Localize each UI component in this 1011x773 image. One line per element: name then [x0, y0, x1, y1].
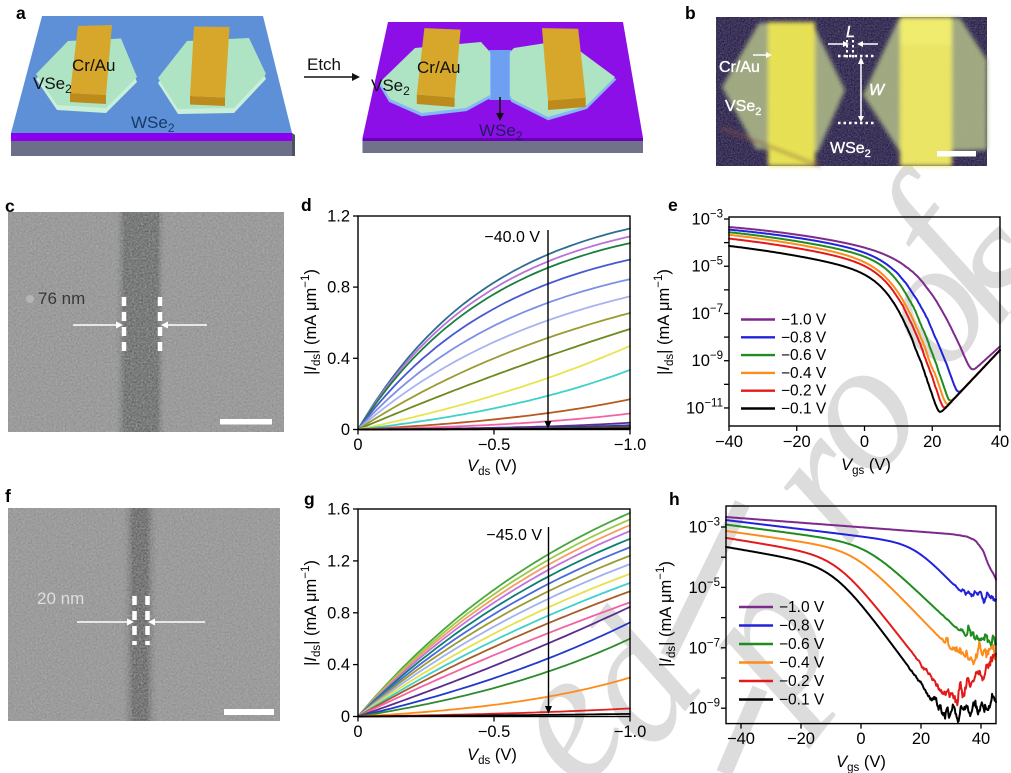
- svg-text:d: d: [301, 195, 312, 215]
- svg-text:−0.2 V: −0.2 V: [779, 673, 825, 690]
- svg-text:−40.0 V: −40.0 V: [484, 229, 540, 246]
- svg-text:0: 0: [341, 708, 350, 726]
- svg-text:−0.5: −0.5: [478, 436, 511, 454]
- svg-text:WSe2: WSe2: [830, 140, 871, 160]
- svg-text:−0.4 V: −0.4 V: [779, 655, 825, 672]
- svg-text:−45.0 V: −45.0 V: [486, 527, 542, 544]
- svg-text:0: 0: [856, 730, 865, 748]
- svg-text:−20: −20: [783, 433, 811, 451]
- svg-text:Cr/Au: Cr/Au: [417, 58, 460, 77]
- svg-text:Cr/Au: Cr/Au: [72, 56, 115, 75]
- svg-text:0.4: 0.4: [327, 656, 350, 674]
- svg-text:a: a: [16, 3, 26, 23]
- svg-text:−0.6 V: −0.6 V: [779, 636, 825, 653]
- svg-text:0: 0: [860, 433, 869, 451]
- svg-text:f: f: [5, 486, 11, 506]
- svg-text:VSe2: VSe2: [371, 76, 410, 98]
- svg-text:c: c: [5, 196, 15, 216]
- svg-text:−0.1 V: −0.1 V: [779, 692, 825, 709]
- svg-text:−0.8 V: −0.8 V: [781, 329, 827, 346]
- svg-text:40: 40: [991, 433, 1009, 451]
- svg-text:Vds (V): Vds (V): [467, 457, 517, 478]
- svg-text:Vgs (V): Vgs (V): [841, 456, 891, 477]
- svg-text:WSe2: WSe2: [131, 113, 175, 135]
- svg-text:L: L: [846, 24, 855, 41]
- svg-text:g: g: [304, 489, 315, 509]
- svg-text:−20: −20: [787, 730, 815, 748]
- svg-text:0.8: 0.8: [327, 279, 350, 297]
- svg-text:−1.0 V: −1.0 V: [779, 599, 825, 616]
- svg-text:|Ids| (mA μm−1): |Ids| (mA μm−1): [300, 269, 323, 375]
- svg-text:−1.0: −1.0: [614, 723, 647, 741]
- svg-text:0: 0: [353, 436, 362, 454]
- svg-text:|Ids| (mA μm−1): |Ids| (mA μm−1): [653, 269, 676, 375]
- svg-text:−40: −40: [715, 433, 743, 451]
- svg-text:−0.5: −0.5: [478, 723, 511, 741]
- svg-text:VSe2: VSe2: [33, 74, 72, 96]
- svg-text:−40: −40: [727, 730, 755, 748]
- svg-text:−0.1 V: −0.1 V: [781, 401, 827, 418]
- svg-text:76 nm: 76 nm: [38, 289, 85, 308]
- svg-text:Vgs (V): Vgs (V): [836, 753, 886, 773]
- svg-text:WSe2: WSe2: [479, 121, 523, 143]
- svg-text:−0.4 V: −0.4 V: [781, 365, 827, 382]
- svg-text:20 nm: 20 nm: [37, 589, 84, 608]
- svg-text:1.2: 1.2: [327, 552, 350, 570]
- svg-text:|Ids| (mA μm−1): |Ids| (mA μm−1): [655, 561, 678, 667]
- svg-text:1.6: 1.6: [327, 501, 350, 519]
- svg-text:h: h: [669, 489, 680, 509]
- svg-text:0.4: 0.4: [327, 350, 350, 368]
- svg-text:Etch: Etch: [307, 55, 341, 74]
- svg-text:0.8: 0.8: [327, 604, 350, 622]
- svg-text:20: 20: [923, 433, 941, 451]
- svg-text:0: 0: [341, 421, 350, 439]
- svg-text:40: 40: [972, 730, 990, 748]
- svg-text:b: b: [685, 3, 696, 23]
- svg-text:−1.0 V: −1.0 V: [781, 312, 827, 329]
- svg-text:20: 20: [912, 730, 930, 748]
- svg-text:−0.6 V: −0.6 V: [781, 347, 827, 364]
- svg-text:1.2: 1.2: [327, 208, 350, 226]
- svg-text:−1.0: −1.0: [614, 436, 647, 454]
- svg-text:e: e: [668, 195, 678, 215]
- svg-text:0: 0: [353, 723, 362, 741]
- svg-text:−0.8 V: −0.8 V: [779, 618, 825, 635]
- svg-text:−0.2 V: −0.2 V: [781, 383, 827, 400]
- svg-text:|Ids| (mA μm−1): |Ids| (mA μm−1): [300, 560, 323, 666]
- svg-text:Cr/Au: Cr/Au: [719, 59, 760, 76]
- svg-text:W: W: [869, 82, 886, 99]
- svg-text:Vds (V): Vds (V): [467, 746, 517, 767]
- svg-text:VSe2: VSe2: [725, 98, 761, 118]
